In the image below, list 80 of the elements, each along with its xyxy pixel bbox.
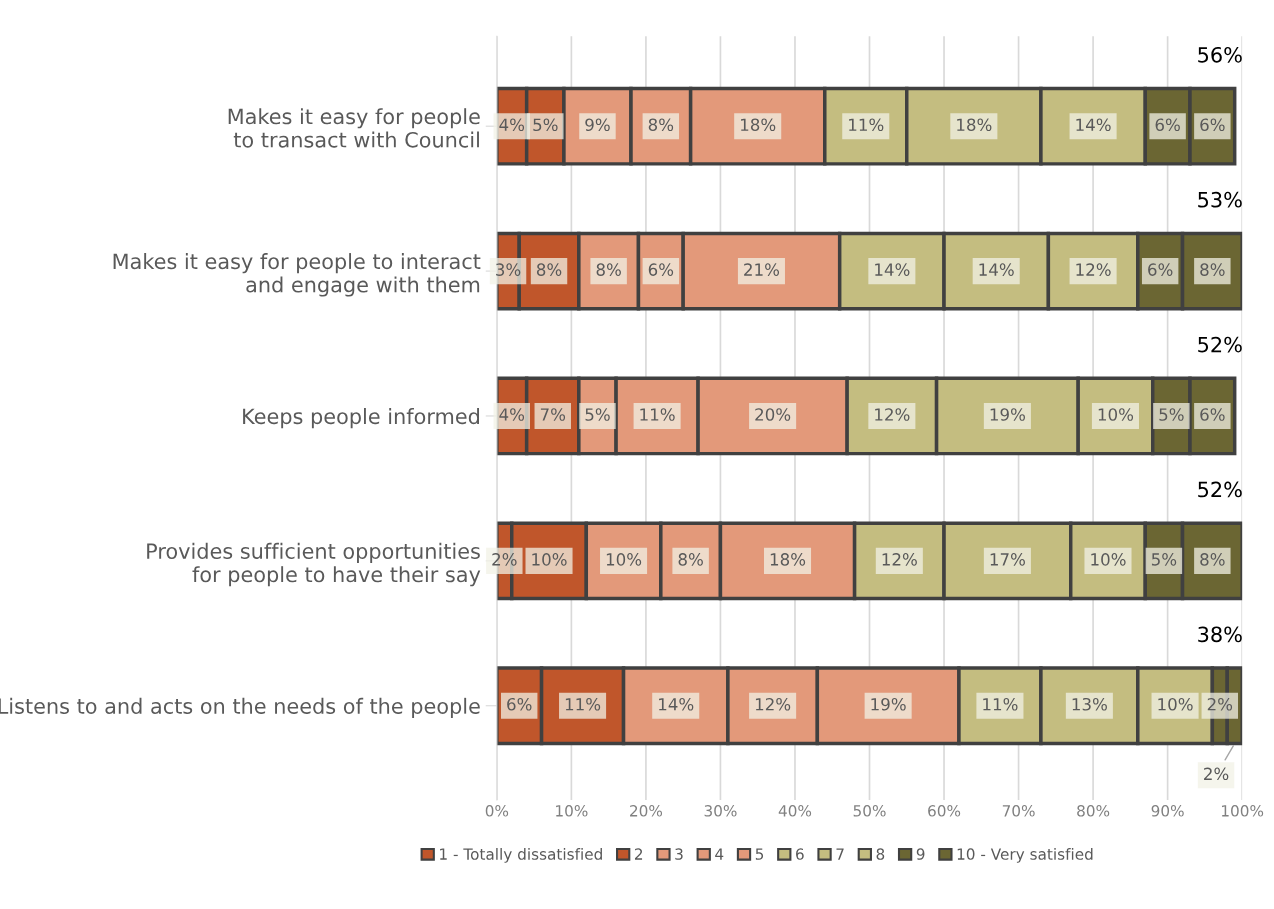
legend-label: 1 - Totally dissatisfied xyxy=(440,848,602,863)
x-tick-label: 0% xyxy=(485,805,509,817)
data-label: 8% xyxy=(536,263,562,276)
annotation: 52% xyxy=(1198,336,1242,353)
data-label: 18% xyxy=(741,118,776,132)
y-tick-label: Keeps people informed xyxy=(243,408,479,429)
data-label: 18% xyxy=(957,118,992,132)
legend-label: 7 xyxy=(836,848,844,860)
data-label: 10% xyxy=(606,553,642,566)
data-label: 5% xyxy=(1151,553,1177,566)
data-label: 8% xyxy=(596,263,621,276)
data-label: 10% xyxy=(1158,697,1193,711)
y-tick-label: Makes it easy for people to interact and engage with them xyxy=(113,253,481,297)
data-label: 10% xyxy=(1098,408,1134,421)
data-label: 2% xyxy=(1207,697,1233,711)
data-label: 8% xyxy=(678,553,703,566)
data-label: 6% xyxy=(1155,118,1180,132)
data-label: 19% xyxy=(990,408,1025,421)
annotation: 56% xyxy=(1198,46,1242,63)
data-label: 12% xyxy=(1076,263,1111,276)
data-label: 6% xyxy=(1148,263,1173,276)
data-label: 7% xyxy=(540,408,566,421)
data-label: 2% xyxy=(492,553,517,566)
x-tick-label: 40% xyxy=(778,805,812,817)
data-label: 8% xyxy=(648,118,674,132)
data-label: 6% xyxy=(1200,408,1225,421)
legend-label: 6 xyxy=(796,848,804,860)
data-label: 6% xyxy=(1200,118,1225,132)
legend-label: 9 xyxy=(916,848,925,860)
legend-label: 2 xyxy=(634,848,643,860)
data-label: 4% xyxy=(499,118,525,132)
data-label: 5% xyxy=(585,408,610,421)
data-label: 21% xyxy=(744,263,780,276)
data-label: 13% xyxy=(1072,697,1107,711)
data-label: 6% xyxy=(507,697,532,711)
data-label: 12% xyxy=(882,553,917,566)
legend-label: 10 - Very satisfied xyxy=(957,848,1093,863)
data-label: 11% xyxy=(983,697,1018,711)
data-label: 12% xyxy=(755,697,791,711)
x-tick-label: 10% xyxy=(556,805,588,817)
data-label: 14% xyxy=(875,263,910,276)
data-label: 12% xyxy=(875,408,910,421)
data-label: 17% xyxy=(990,553,1025,566)
x-tick-label: 60% xyxy=(928,805,961,817)
data-label: 5% xyxy=(1159,408,1184,421)
data-label: 14% xyxy=(979,263,1014,276)
y-tick-label: Provides sufficient opportunities for people to have their say xyxy=(147,542,481,587)
legend-label: 8 xyxy=(876,848,885,860)
data-label: 5% xyxy=(533,118,558,132)
legend-label: 3 xyxy=(675,848,683,860)
annotation: 53% xyxy=(1198,191,1242,208)
annotation: 38% xyxy=(1198,626,1242,643)
y-tick-label: Makes it easy for people to transact with Council xyxy=(228,108,480,148)
x-tick-label: 90% xyxy=(1151,805,1184,817)
data-label: 3% xyxy=(496,263,521,276)
data-label: 14% xyxy=(1076,118,1111,132)
data-label: 8% xyxy=(1200,263,1225,276)
legend-label: 5 xyxy=(755,848,764,860)
x-tick-label: 100% xyxy=(1221,805,1264,817)
data-label: 10% xyxy=(1091,553,1126,566)
data-label: 2% xyxy=(1204,767,1229,781)
data-label: 18% xyxy=(770,553,806,566)
data-label: 11% xyxy=(849,118,884,132)
legend-label: 4 xyxy=(715,848,724,860)
x-tick-label: 80% xyxy=(1077,805,1110,817)
annotation: 52% xyxy=(1198,481,1242,498)
data-label: 10% xyxy=(532,553,567,566)
x-tick-label: 70% xyxy=(1002,805,1035,817)
data-label: 20% xyxy=(755,408,791,421)
x-tick-label: 30% xyxy=(704,805,737,817)
data-label: 11% xyxy=(565,697,601,711)
x-tick-label: 20% xyxy=(630,805,663,817)
data-label: 6% xyxy=(648,263,674,276)
x-tick-label: 50% xyxy=(853,805,886,817)
data-label: 9% xyxy=(585,118,610,132)
data-label: 8% xyxy=(1200,553,1225,566)
data-label: 11% xyxy=(640,408,675,421)
data-label: 14% xyxy=(659,697,694,711)
data-label: 4% xyxy=(499,408,525,421)
data-label: 19% xyxy=(871,697,906,711)
